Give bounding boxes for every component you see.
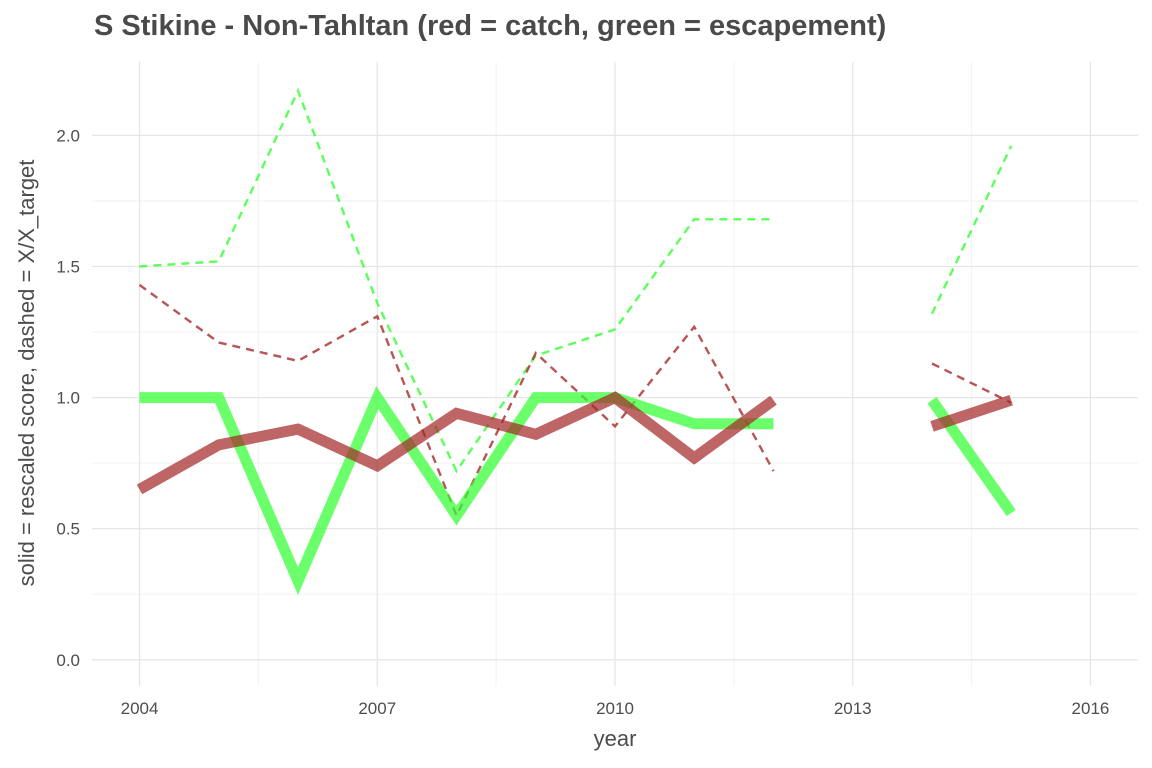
escapement-ratio-line: [930, 145, 1013, 315]
escapement-score-line: [139, 386, 774, 595]
y-tick-label: 1.5: [56, 258, 80, 277]
tick-labels: 2004 2007 2010 2013 2016 0.0 0.5 1.0 1.5 2.0: [56, 126, 1109, 718]
y-tick-label: 2.0: [56, 126, 80, 145]
y-tick-label: 0.0: [56, 651, 80, 670]
y-tick-label: 0.5: [56, 520, 80, 539]
x-axis-title: year: [594, 726, 637, 751]
series-lines: [136, 87, 1016, 595]
catch-ratio-line: [931, 362, 1012, 404]
x-tick-label: 2004: [121, 699, 159, 718]
grid-lines: [92, 62, 1138, 686]
x-tick-label: 2010: [596, 699, 634, 718]
x-tick-label: 2007: [358, 699, 396, 718]
chart-title: S Stikine - Non-Tahltan (red = catch, gr…: [94, 10, 887, 42]
catch-score-line: [930, 394, 1013, 432]
y-axis-title: solid = rescaled score, dashed = X/X_tar…: [14, 160, 39, 587]
catch-ratio-line: [138, 283, 775, 519]
x-tick-label: 2013: [834, 699, 872, 718]
catch-score-line: [136, 391, 777, 495]
escapement-ratio-line: [139, 87, 774, 474]
x-tick-label: 2016: [1072, 699, 1110, 718]
y-tick-label: 1.0: [56, 389, 80, 408]
